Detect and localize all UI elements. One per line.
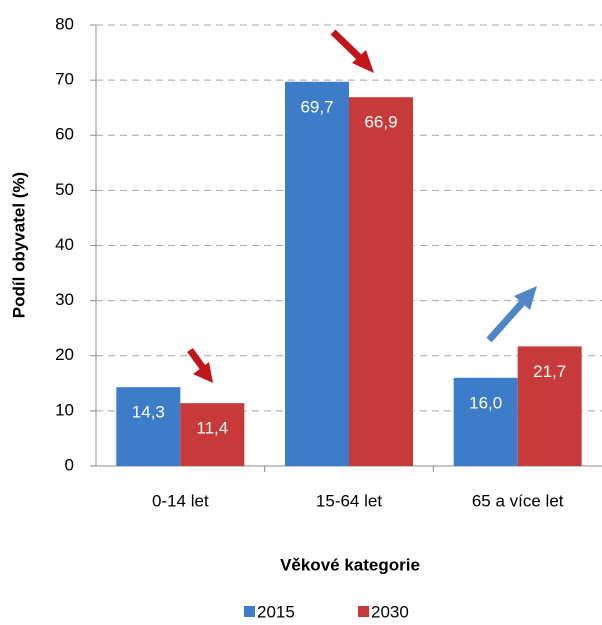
y-tick-label: 50: [55, 180, 74, 199]
y-tick-label: 40: [55, 235, 74, 254]
y-tick-label: 20: [55, 345, 74, 364]
bar: [349, 97, 413, 467]
value-label: 21,7: [533, 362, 566, 381]
arrow-up: [486, 286, 537, 343]
value-label: 66,9: [364, 113, 397, 132]
x-tick-label: 65 a více let: [472, 491, 564, 510]
y-tick-label: 0: [65, 455, 74, 474]
legend-label: 2015: [257, 602, 295, 621]
y-tick-label: 80: [55, 14, 74, 33]
value-label: 69,7: [300, 97, 333, 116]
y-tick-label: 30: [55, 290, 74, 309]
arrow-down: [187, 29, 374, 383]
legend-swatch: [358, 606, 369, 617]
x-tick-label: 0-14 let: [152, 491, 209, 510]
bar: [116, 387, 181, 466]
x-axis-label: Věkové kategorie: [280, 555, 420, 574]
bar: [453, 377, 518, 466]
y-tick-label: 70: [55, 70, 74, 89]
x-tick-label: 15-64 let: [316, 491, 382, 510]
bar: [285, 81, 349, 466]
value-label: 16,0: [469, 393, 502, 412]
legend-swatch: [244, 606, 255, 617]
y-tick-label: 10: [55, 400, 74, 419]
y-tick-label: 60: [55, 125, 74, 144]
legend-label: 2030: [371, 602, 409, 621]
bar: [517, 346, 582, 466]
trend-arrows: [187, 29, 537, 383]
y-axis-label: Podíl obyvatel (%): [9, 172, 28, 318]
value-label: 14,3: [132, 403, 165, 422]
bar: [180, 403, 245, 466]
value-label: 11,4: [196, 419, 228, 438]
